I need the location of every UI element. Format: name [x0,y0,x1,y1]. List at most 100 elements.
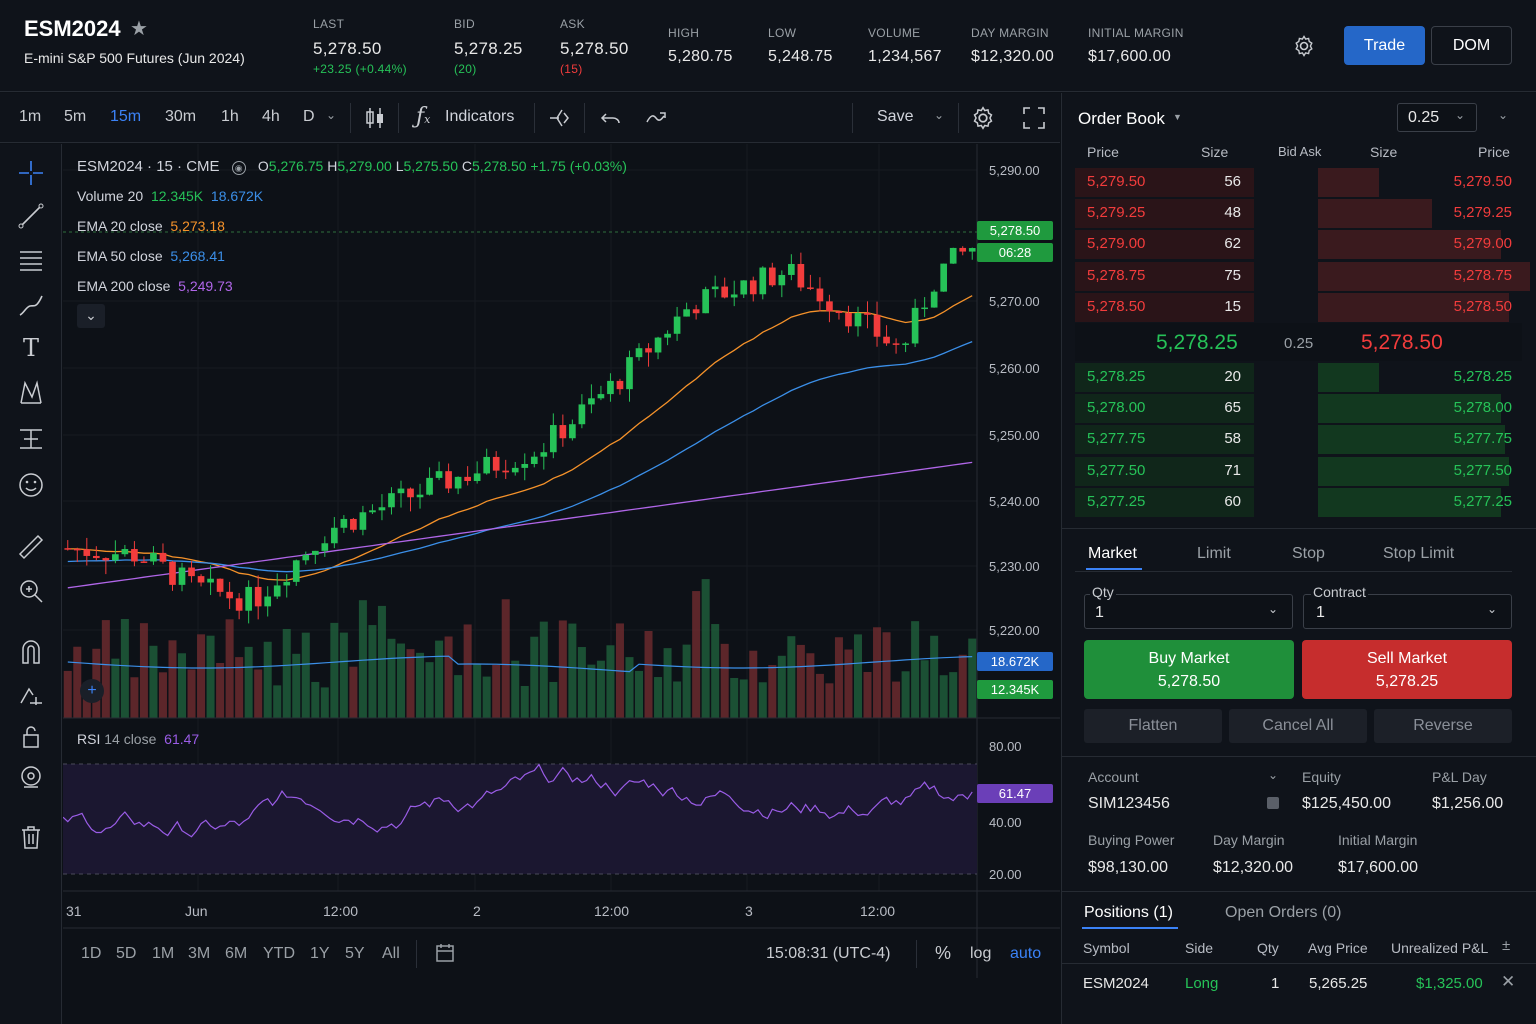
settings-icon[interactable] [970,105,996,131]
function-icon[interactable]: ƒx [416,104,431,129]
timeframe-1h[interactable]: 1h [221,108,239,125]
redo-icon[interactable] [645,108,667,128]
position-symbol[interactable]: ESM2024 [1083,975,1149,992]
eye-icon[interactable] [16,763,46,793]
brush-icon[interactable] [16,290,46,320]
chevron-down-icon[interactable]: ⌄ [326,108,337,122]
calendar-icon[interactable] [434,942,456,964]
trend-line-icon[interactable] [16,201,46,231]
contract-select[interactable] [1303,594,1512,629]
lock-drawing-icon[interactable] [16,679,46,709]
caret-down-icon[interactable]: ▼ [1173,112,1182,122]
legend-ema200[interactable]: EMA 200 close 5,249.73 [77,278,233,294]
legend-volume[interactable]: Volume 20 12.345K 18.672K [77,188,263,204]
range-3m[interactable]: 3M [188,945,211,962]
timeframe-5m[interactable]: 5m [64,108,87,125]
best-bid-price[interactable]: 5,278.25 [1156,331,1238,354]
log-scale-toggle[interactable]: log [970,945,992,962]
source-icon[interactable]: ◉ [231,161,246,175]
order-tab-limit[interactable]: Limit [1197,545,1231,562]
trade-button[interactable]: Trade [1344,26,1425,65]
buy-market-button[interactable]: Buy Market 5,278.50 [1084,640,1294,699]
zoom-icon[interactable] [16,576,46,606]
compare-icon[interactable] [548,106,570,130]
order-tab-market[interactable]: Market [1088,545,1137,562]
bid-row[interactable]: 5,278.00 65 5,278.00 [1075,394,1522,424]
measure-icon[interactable] [16,424,46,454]
timeframe-d[interactable]: D [303,108,315,125]
text-icon[interactable]: T [22,334,39,362]
symbol-title[interactable]: ESM2024 [24,16,121,41]
percent-scale-toggle[interactable]: % [935,943,952,963]
bid-row[interactable]: 5,278.25 20 5,278.25 [1075,363,1522,392]
undo-icon[interactable] [600,108,622,128]
collapse-chevron-icon[interactable]: ⌄ [1498,108,1509,122]
dom-button[interactable]: DOM [1431,26,1512,65]
range-all[interactable]: All [382,945,400,962]
clock-timezone[interactable]: 15:08:31 (UTC-4) [766,945,891,962]
emoji-icon[interactable] [16,470,46,500]
fullscreen-icon[interactable] [1022,106,1046,130]
sell-market-button[interactable]: Sell Market 5,278.25 [1302,640,1512,699]
range-6m[interactable]: 6M [225,945,248,962]
legend-ema50[interactable]: EMA 50 close 5,268.41 [77,248,225,264]
qty-input[interactable] [1084,594,1293,629]
range-ytd[interactable]: YTD [263,945,295,962]
order-tab-stop[interactable]: Stop [1292,545,1325,562]
ask-row[interactable]: 5,279.00 62 5,279.00 [1075,230,1522,260]
gear-icon[interactable] [1292,34,1316,58]
star-icon[interactable]: ★ [130,18,148,40]
legend-ema20[interactable]: EMA 20 close 5,273.18 [77,218,225,234]
cancel-all-button[interactable]: Cancel All [1229,709,1367,743]
reverse-button[interactable]: Reverse [1374,709,1512,743]
indicators-button[interactable]: Indicators [445,108,515,125]
chart-canvas[interactable] [63,144,1060,978]
range-1d[interactable]: 1D [81,945,102,962]
ask-row[interactable]: 5,278.50 15 5,278.50 [1075,292,1522,322]
timeframe-30m[interactable]: 30m [165,108,197,125]
column-settings-icon[interactable]: ± [1502,937,1511,954]
ask-row[interactable]: 5,279.50 56 5,279.50 [1075,168,1522,197]
ask-row[interactable]: 5,278.75 75 5,278.75 [1075,261,1530,291]
ask-row[interactable]: 5,279.25 48 5,279.25 [1075,199,1522,229]
add-plus-icon[interactable]: + [80,679,104,703]
account-value[interactable]: SIM123456 [1088,795,1170,812]
tick-size-select[interactable] [1397,103,1477,132]
lock-icon[interactable] [16,721,46,751]
timeframe-1m[interactable]: 1m [19,108,42,125]
magnet-icon[interactable] [16,637,46,667]
chevron-down-icon[interactable]: ⌄ [1268,602,1279,616]
bid-row[interactable]: 5,277.50 71 5,277.50 [1075,456,1522,486]
ruler-icon[interactable] [16,532,46,562]
candlestick-type-icon[interactable] [364,106,386,130]
timeframe-4h[interactable]: 4h [262,108,280,125]
range-1y[interactable]: 1Y [310,945,330,962]
range-1m[interactable]: 1M [152,945,175,962]
chevron-down-icon[interactable]: ⌄ [1487,602,1498,616]
close-position-icon[interactable]: ✕ [1501,972,1516,991]
positions-tab[interactable]: Positions (1) [1084,904,1173,921]
chart-area[interactable]: ESM2024 · 15 · CME ◉ O5,276.75 H5,279.00… [63,144,1060,978]
legend-collapse-chevron-icon[interactable]: ⌄ [77,304,105,328]
bid-row[interactable]: 5,277.75 58 5,277.75 [1075,425,1522,455]
chevron-down-icon[interactable]: ⌄ [1268,768,1279,782]
save-button[interactable]: Save [877,108,914,125]
pattern-icon[interactable] [16,378,46,408]
bid-row[interactable]: 5,277.25 60 5,277.25 [1075,487,1522,517]
trash-icon[interactable] [16,822,46,852]
rsi-legend[interactable]: RSI 14 close 61.47 [77,731,199,747]
range-5d[interactable]: 5D [116,945,137,962]
crosshair-icon[interactable] [16,158,46,188]
rsi-tag: 61.47 [977,784,1053,803]
open-orders-tab[interactable]: Open Orders (0) [1225,904,1342,921]
range-5y[interactable]: 5Y [345,945,365,962]
timeframe-15m[interactable]: 15m [110,108,142,125]
best-ask-price[interactable]: 5,278.50 [1361,331,1443,354]
order-tab-stop-limit[interactable]: Stop Limit [1383,545,1455,562]
fib-retracement-icon[interactable] [16,245,46,275]
row-size: 58 [1224,430,1241,448]
order-book-title[interactable]: Order Book [1078,109,1165,128]
flatten-button[interactable]: Flatten [1084,709,1222,743]
auto-scale-toggle[interactable]: auto [1010,945,1042,962]
chevron-down-icon[interactable]: ⌄ [934,108,945,122]
